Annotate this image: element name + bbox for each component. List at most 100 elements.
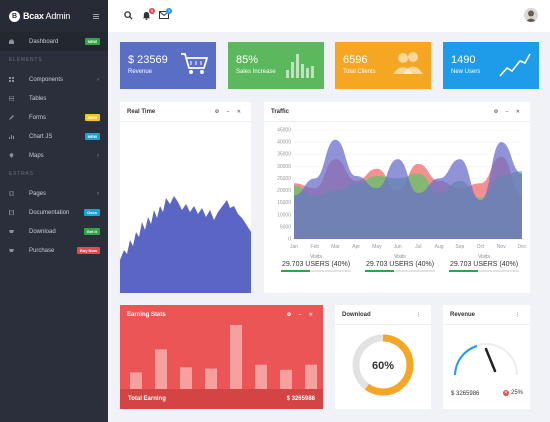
chevron-right-icon: › [97,76,99,83]
y-tick-label: 10000 [277,212,291,218]
panel-title: Download [342,311,371,318]
stat-value: 85% [236,54,259,66]
traffic-panel: Traffic ⚙ – ✕ 0 5000 10000 15000 20000 25000 3… [264,102,530,293]
mail-icon[interactable]: 3 [159,8,172,21]
earning-bar [130,372,142,389]
traffic-legend-item: Visits 29.703 USERS (40%) [449,254,519,272]
y-tick-label: 40000 [277,140,291,146]
sidebar-badge: NEW [84,38,100,45]
sidebar-badge: NEW [84,133,100,140]
x-tick-label: Jan [290,244,298,250]
stat-card-revenue[interactable]: $ 23569 Revenue [120,42,216,89]
cart-icon [9,229,14,234]
x-tick-label: Nov [497,244,506,250]
y-tick-label: 25000 [277,176,291,182]
sidebar-item-chart-js[interactable]: Chart JS NEW [0,127,108,146]
pencil-icon [9,115,14,120]
y-tick-label: 20000 [277,188,291,194]
stat-label: Sales Increase [236,69,276,75]
mail-count: 3 [166,8,172,14]
chevron-right-icon: › [97,152,99,159]
panel-tools[interactable]: ⚙ – ✕ [493,108,523,115]
x-tick-label: Apr [352,244,360,250]
traffic-series-area [294,139,522,239]
brand[interactable]: B Bcax Admin [0,0,108,32]
bell-icon[interactable]: 5 [142,8,155,21]
traffic-legend-item: Visits 29.703 USERS (40%) [365,254,435,272]
sidebar-section-label: ELEMENTS [9,57,43,63]
avatar[interactable] [524,8,538,22]
grid-icon [9,77,14,82]
stat-label: New Users [451,69,481,75]
y-tick-label: 15000 [277,200,291,206]
sidebar-item-components[interactable]: Components › [0,70,108,89]
earning-footer-label: Total Earning [128,396,166,402]
stat-card-new-users[interactable]: 1490 New Users [443,42,539,89]
sidebar-item-forms[interactable]: Forms NEW [0,108,108,127]
stat-card-sales-increase[interactable]: 85% Sales Increase [228,42,324,89]
panel-tools[interactable]: ⚙ – ✕ [286,312,316,318]
brand-name: Bcax Admin [23,11,71,21]
legend-progress [449,270,519,272]
stat-label: Total Clients [343,69,376,75]
stat-value: $ 23569 [128,54,168,66]
x-tick-label: Sep [455,244,464,250]
stat-card-total-clients[interactable]: 6596 Total Clients [335,42,431,89]
earning-bar [280,369,292,389]
revenue-panel: Revenue ⋮ $ 3265986 ✕ 25% [443,305,530,409]
x-tick-label: May [372,244,382,250]
earning-bar [180,367,192,389]
panel-title: Traffic [271,108,290,115]
x-tick-label: Jun [394,244,402,250]
sidebar-item-maps[interactable]: Maps › [0,146,108,165]
legend-value: 29.703 USERS (40%) [449,261,519,268]
sidebar-item-label: Maps [29,152,44,159]
search-icon[interactable] [124,11,134,21]
earning-bar [305,364,317,389]
download-percent: 60% [372,360,394,372]
legend-value: 29.703 USERS (40%) [281,261,351,268]
sidebar-item-label: Pages [29,190,47,197]
sidebar-badge: Docs [84,209,100,216]
sidebar-item-label: Components [29,76,64,83]
legend-progress [365,270,435,272]
sidebar-item-pages[interactable]: Pages › [0,184,108,203]
bar-chart-icon [9,134,14,139]
chevron-right-icon: › [97,190,99,197]
panel-title: Real Time [127,108,156,115]
stat-label: Revenue [128,69,153,75]
x-tick-label: Mar [331,244,340,250]
sidebar-item-label: Documentation [29,209,70,216]
legend-progress [281,270,351,272]
sidebar-item-label: Purchase [29,247,55,254]
down-arrow-icon: ✕ [502,390,509,396]
legend-label: Visits [394,254,406,260]
sidebar-item-documentation[interactable]: Documentation Docs [0,203,108,222]
menu-toggle-icon[interactable] [93,13,99,20]
sidebar-item-purchase[interactable]: Purchase Buy Now [0,241,108,260]
x-tick-label: Dec [518,244,527,250]
panel-tools[interactable]: ⚙ – ✕ [214,108,244,115]
cart-icon [9,248,14,253]
panel-menu-icon[interactable]: ⋮ [515,311,523,318]
earning-footer-value: $ 3265986 [286,396,315,402]
traffic-legend-item: Visits 29.703 USERS (40%) [281,254,351,272]
sidebar-item-label: Dashboard [29,38,59,45]
sidebar-item-label: Forms [29,114,46,121]
brand-logo: B [9,10,20,22]
earning-footer: Total Earning $ 3265986 [120,389,323,409]
y-tick-label: 0 [288,237,291,243]
sidebar-section-label: EXTRAS [9,171,34,177]
sidebar: B Bcax Admin Dashboard NEW ELEMENTS Compone… [0,0,108,422]
sidebar-nav: Dashboard NEW ELEMENTS Components › Tables For… [0,32,108,260]
sidebar-badge: Get it [83,228,100,235]
earning-panel: Earning Stats ⚙ – ✕ Total Earning $ 3265… [120,305,323,409]
sidebar-item-download[interactable]: Download Get it [0,222,108,241]
earning-bar [155,349,167,389]
sidebar-item-tables[interactable]: Tables [0,89,108,108]
sidebar-badge: NEW [84,114,100,121]
sidebar-item-dashboard[interactable]: Dashboard NEW [0,32,108,51]
earning-bar [255,364,267,389]
gauge-needle [484,347,497,373]
panel-menu-icon[interactable]: ⋮ [416,311,424,318]
